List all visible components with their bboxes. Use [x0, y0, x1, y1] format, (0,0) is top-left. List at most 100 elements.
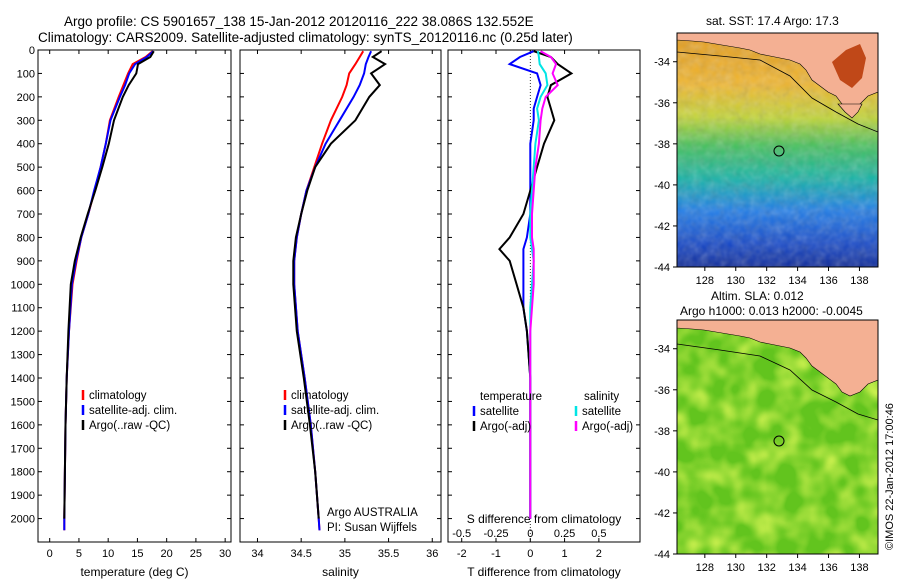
map-xtick-label: 128	[696, 562, 714, 574]
depth-tick-label: 1200	[11, 326, 35, 338]
depth-tick-label: 100	[17, 68, 35, 80]
sal-xtick-label: 34	[251, 548, 263, 560]
diff-s-tick-label: -0.5	[452, 528, 471, 540]
temp-xtick-label: 25	[190, 548, 202, 560]
depth-tick-label: 1500	[11, 396, 35, 408]
header-line-2: Climatology: CARS2009. Satellite-adjuste…	[38, 30, 573, 45]
depth-tick-label: 700	[17, 209, 35, 221]
map-xtick-label: 132	[757, 275, 775, 287]
temp-legend-label: climatology	[89, 390, 147, 402]
map-ytick-label: -36	[654, 385, 670, 397]
depth-tick-label: 600	[17, 186, 35, 198]
map-ytick-label: -40	[654, 180, 670, 192]
depth-tick-label: 1700	[11, 443, 35, 455]
diff-series-1	[498, 50, 574, 519]
sal-panel: 34 34.5 35 35.5 36 salinity climatology satelli…	[239, 49, 442, 579]
diff-legend-sal-title: salinity	[584, 391, 619, 403]
sla-map-frame	[676, 319, 879, 555]
map-xtick-label: 134	[788, 562, 806, 574]
sst-land-inlet	[837, 103, 863, 119]
sla-axis-ticks: 128 130 132 134 136 138 -34 -36 -38 -40 -42 -44	[654, 344, 869, 574]
diff-series-3	[529, 50, 559, 519]
profile-panels: 0100200300400500600700800900100011001200…	[11, 45, 641, 579]
sal-annotation: Argo AUSTRALIA	[327, 507, 418, 519]
sal-legend-label: climatology	[291, 390, 349, 402]
diff-xtick-label: 0	[527, 548, 533, 560]
map-ytick-label: -38	[654, 426, 670, 438]
temp-panel: 0100200300400500600700800900100011001200…	[11, 45, 232, 579]
diff-s-tick-label: 0	[527, 528, 533, 540]
temp-series-2	[63, 50, 155, 519]
sla-map: Altim. SLA: 0.012 Argo h1000: 0.013 h200…	[654, 289, 879, 574]
depth-tick-label: 200	[17, 92, 35, 104]
depth-tick-label: 1400	[11, 373, 35, 385]
map-ytick-label: -42	[654, 221, 670, 233]
temp-xtick-label: 20	[161, 548, 173, 560]
map-ytick-label: -34	[654, 57, 670, 69]
depth-tick-label: 300	[17, 115, 35, 127]
sal-series-2	[292, 50, 387, 519]
sal-xlabel: salinity	[322, 565, 359, 579]
sal-xtick-label: 35	[339, 548, 351, 560]
header-line-1: Argo profile: CS 5901657_138 15-Jan-2012…	[64, 14, 534, 29]
map-xtick-label: 128	[696, 275, 714, 287]
diff-legend-temp-title: temperature	[480, 391, 542, 403]
temp-xtick-label: 0	[47, 548, 53, 560]
temp-legend-label: Argo(..raw -QC)	[89, 420, 170, 432]
diff-s-tick-label: 0.5	[591, 528, 606, 540]
diff-legend-temp-label: Argo(-adj)	[480, 421, 531, 433]
diff-xtick-label: -1	[491, 548, 501, 560]
depth-tick-label: 1600	[11, 420, 35, 432]
sal-xtick-label: 34.5	[290, 548, 311, 560]
temp-xtick-label: 30	[219, 548, 231, 560]
map-ytick-label: -44	[654, 549, 670, 561]
map-xtick-label: 130	[727, 275, 745, 287]
sst-map-frame	[676, 32, 879, 268]
map-ytick-label: -34	[654, 344, 670, 356]
depth-tick-label: 1800	[11, 467, 35, 479]
diff-legend-sal-label: satellite	[582, 406, 621, 418]
sst-argo-marker	[773, 145, 785, 157]
diff-xtick-label: 1	[562, 548, 568, 560]
sal-legend-label: satellite-adj. clim.	[291, 405, 379, 417]
depth-tick-label: 2000	[11, 514, 35, 526]
depth-tick-label: 900	[17, 256, 35, 268]
sal-frame	[239, 49, 442, 543]
diff-panel: -2 -1 0 1 2 T difference from climatology -0.5…	[447, 49, 641, 579]
depth-tick-label: 1300	[11, 350, 35, 362]
depth-tick-label: 1900	[11, 490, 35, 502]
temp-frame	[37, 49, 232, 543]
sst-map: sat. SST: 17.4 Argo: 17.3 128 130 132 134 13…	[654, 14, 879, 287]
map-ytick-label: -38	[654, 139, 670, 151]
credit-stamp: ©IMOS 22-Jan-2012 17:00:46	[884, 403, 896, 550]
depth-tick-label: 0	[29, 45, 35, 57]
map-xtick-label: 132	[757, 562, 775, 574]
temp-legend-label: satellite-adj. clim.	[89, 405, 177, 417]
sla-shelf-contour	[677, 343, 878, 421]
map-xtick-label: 138	[850, 275, 868, 287]
map-xtick-label: 134	[788, 275, 806, 287]
depth-tick-label: 1100	[11, 303, 35, 315]
diff-legend-sal-label: Argo(-adj)	[582, 421, 633, 433]
map-ytick-label: -40	[654, 467, 670, 479]
diff-s-tick-label: -0.25	[483, 528, 508, 540]
map-xtick-label: 130	[727, 562, 745, 574]
sst-warm-gulf	[832, 44, 866, 88]
map-xtick-label: 136	[819, 562, 837, 574]
diff-xtick-label: 2	[596, 548, 602, 560]
diff-series-0	[507, 50, 542, 519]
sal-xtick-label: 36	[426, 548, 438, 560]
sal-legend-label: Argo(..raw -QC)	[291, 420, 372, 432]
diff-x2label: S difference from climatology	[467, 512, 622, 526]
sal-xtick-label: 35.5	[378, 548, 399, 560]
diff-xtick-label: -2	[457, 548, 467, 560]
sal-annotation: PI: Susan Wijffels	[327, 522, 417, 534]
temp-xtick-label: 5	[76, 548, 82, 560]
diff-frame	[447, 49, 641, 543]
sla-land	[677, 320, 878, 397]
depth-tick-label: 1000	[11, 279, 35, 291]
diff-s-tick-label: 0.25	[554, 528, 575, 540]
sst-shelf-contour	[677, 51, 878, 133]
diff-legend-temp-label: satellite	[480, 406, 519, 418]
